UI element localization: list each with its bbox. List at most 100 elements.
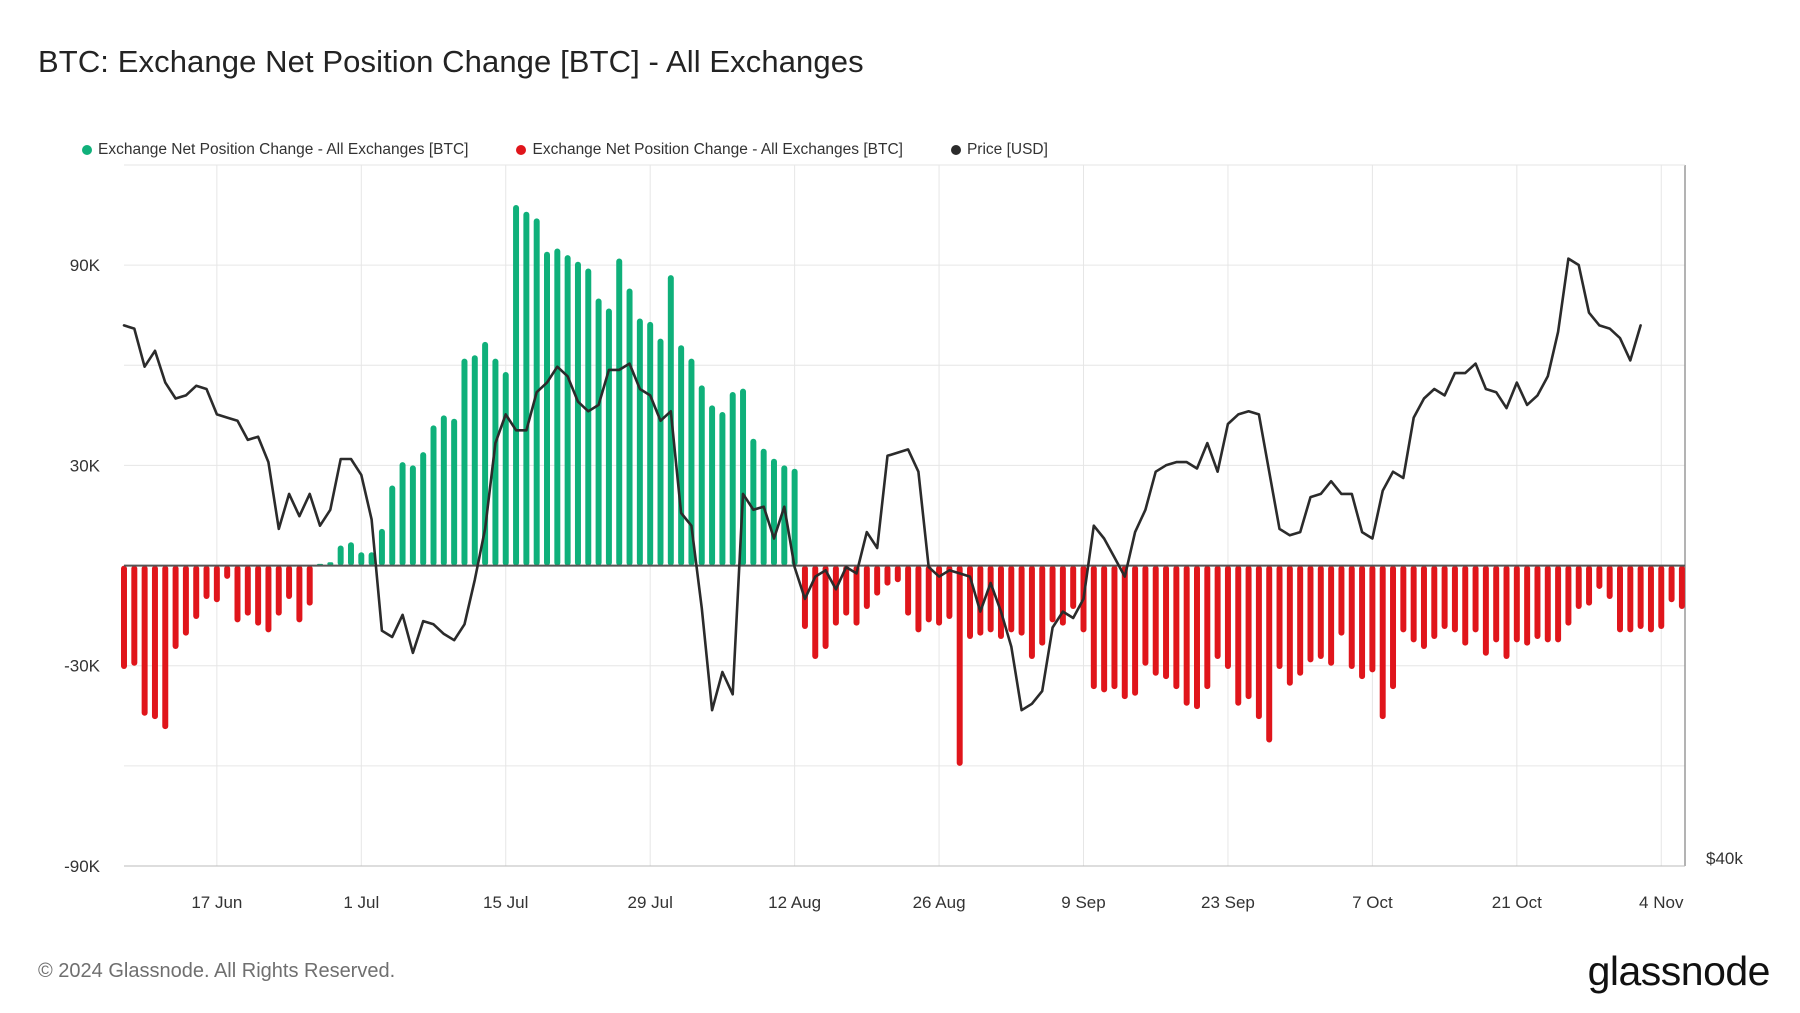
legend-dot-positive-icon	[82, 145, 92, 155]
chart-title: BTC: Exchange Net Position Change [BTC] …	[38, 44, 864, 79]
bar-negative	[905, 565, 912, 616]
bar-negative	[1235, 565, 1242, 706]
bar-negative	[1266, 565, 1273, 743]
bar-positive	[337, 545, 344, 566]
bar-negative	[306, 565, 313, 606]
bar-negative	[874, 565, 881, 596]
bar-negative	[1059, 565, 1066, 626]
y-tick-label: -90K	[64, 857, 101, 876]
bar-negative	[1194, 565, 1200, 710]
x-tick-label: 17 Jun	[191, 893, 242, 912]
bar-positive	[636, 318, 643, 566]
bar-negative	[203, 565, 210, 599]
legend-label-positive: Exchange Net Position Change - All Excha…	[98, 141, 469, 158]
bar-positive	[554, 248, 561, 566]
bar-negative	[1513, 565, 1520, 643]
bar-negative	[1524, 565, 1531, 646]
bar-positive	[461, 358, 468, 566]
bar-negative	[1596, 565, 1603, 589]
bar-negative	[244, 565, 251, 616]
y-tick-label: 30K	[70, 456, 101, 475]
legend-item-price[interactable]: Price [USD]	[950, 141, 1048, 159]
grid	[124, 164, 1686, 866]
bar-negative	[832, 565, 839, 626]
bar-positive	[698, 385, 705, 566]
y-right-tick-label: $40k	[1706, 849, 1743, 868]
x-tick-label: 7 Oct	[1352, 893, 1393, 912]
bar-negative	[141, 565, 148, 716]
bar-negative	[1297, 565, 1304, 676]
legend-item-negative[interactable]: Exchange Net Position Change - All Excha…	[516, 141, 903, 159]
bar-negative	[1328, 565, 1335, 666]
bar-positive	[605, 308, 612, 566]
bar-positive	[709, 405, 716, 566]
bar-negative	[812, 565, 819, 660]
bar-negative	[286, 565, 293, 599]
bar-negative	[1369, 565, 1376, 673]
bar-negative	[1245, 565, 1252, 700]
bar-positive	[420, 452, 427, 566]
bar-negative	[1586, 565, 1593, 606]
bar-negative	[1441, 565, 1448, 629]
bar-negative	[213, 565, 220, 603]
bar-negative	[1400, 565, 1407, 633]
bar-negative	[1039, 565, 1046, 646]
bar-negative	[1555, 565, 1562, 643]
bar-negative	[255, 565, 262, 626]
bar-negative	[956, 565, 963, 766]
bar-negative	[151, 565, 158, 720]
bar-negative	[853, 565, 860, 626]
bar-negative	[1493, 565, 1500, 643]
bar-negative	[925, 565, 932, 623]
bar-negative	[1431, 565, 1438, 640]
legend-dot-negative-icon	[516, 145, 527, 155]
bar-negative	[1090, 565, 1097, 690]
axes: 90K 30K -30K -90K $40k 17 Jun 1 Jul 15 Jul 29 Ju…	[64, 256, 1743, 912]
bar-negative	[1204, 565, 1211, 690]
bar-negative	[182, 565, 189, 636]
bar-negative	[1359, 565, 1366, 680]
bar-negative	[1575, 565, 1582, 609]
bar-negative	[1606, 565, 1613, 599]
x-tick-label: 9 Sep	[1061, 893, 1105, 912]
bar-positive	[471, 355, 478, 566]
legend-item-positive[interactable]: Exchange Net Position Change - All Excha…	[82, 141, 468, 159]
bar-negative	[1379, 565, 1386, 720]
bar-negative	[1224, 565, 1231, 670]
bar-negative	[884, 565, 891, 586]
bar-negative	[1668, 565, 1675, 603]
bar-negative	[946, 565, 953, 619]
bar-negative	[1544, 565, 1551, 643]
bar-negative	[1173, 565, 1180, 690]
legend-dot-price-icon	[950, 145, 961, 155]
bar-positive	[585, 268, 592, 566]
bar-positive	[647, 321, 654, 566]
x-tick-label: 21 Oct	[1492, 893, 1542, 912]
bar-positive	[564, 255, 571, 566]
bar-negative	[1142, 565, 1149, 666]
y-tick-label: -30K	[64, 657, 101, 676]
bar-negative	[265, 565, 272, 633]
bar-positive	[791, 468, 798, 566]
bar-negative	[1132, 565, 1139, 696]
bar-positive	[347, 542, 354, 566]
bar-negative	[1678, 565, 1685, 609]
bar-negative	[1503, 565, 1510, 660]
bar-negative	[224, 565, 231, 579]
bar-negative	[172, 565, 179, 650]
bar-negative	[1627, 565, 1634, 633]
bar-negative	[1101, 565, 1108, 693]
bar-negative	[1028, 565, 1035, 660]
bar-negative	[162, 565, 169, 730]
bar-negative	[1111, 565, 1118, 690]
bar-positive	[430, 425, 437, 566]
bar-positive	[750, 438, 757, 566]
glassnode-logo[interactable]: glassnode	[1587, 948, 1771, 994]
bar-positive	[616, 258, 623, 566]
bar-positive	[657, 338, 664, 566]
bar-negative	[987, 565, 994, 633]
bar-negative	[1534, 565, 1541, 640]
bar-negative	[1183, 565, 1190, 706]
bar-negative	[1472, 565, 1479, 633]
